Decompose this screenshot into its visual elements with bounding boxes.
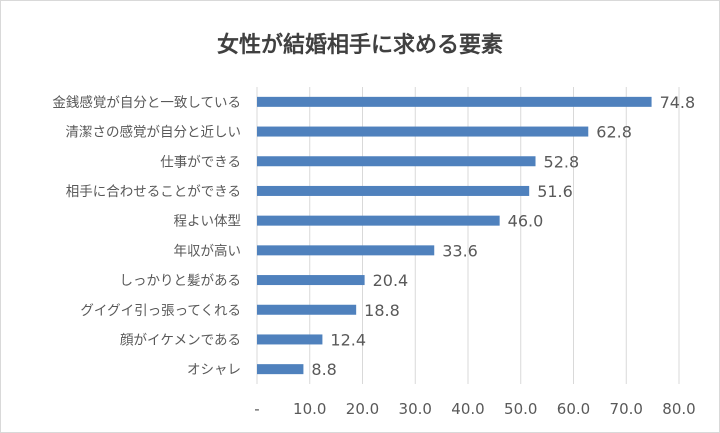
bar — [257, 185, 530, 196]
bar — [257, 215, 500, 226]
bar — [257, 96, 652, 107]
data-label: 8.8 — [311, 360, 336, 379]
category-label: グイグイ引っ張ってくれる — [80, 303, 241, 319]
category-label: 清潔さの感覚が自分と近しい — [66, 124, 242, 141]
x-tick-label: 20.0 — [346, 400, 379, 418]
x-tick-label: - — [254, 400, 259, 418]
x-tick-label: 30.0 — [399, 400, 432, 418]
bar — [257, 245, 435, 256]
data-label: 33.6 — [442, 241, 478, 260]
category-label: 年収が高い — [174, 242, 242, 259]
bar — [257, 275, 365, 286]
bar — [257, 156, 536, 167]
data-label: 52.8 — [544, 152, 580, 171]
x-tick-label: 40.0 — [451, 400, 484, 418]
category-label: 金銭感覚が自分と一致している — [52, 94, 241, 111]
x-tick-label: 10.0 — [293, 400, 326, 418]
bar — [257, 334, 323, 345]
data-label: 46.0 — [508, 212, 544, 231]
x-tick-label: 70.0 — [610, 400, 643, 418]
bar — [257, 126, 589, 137]
category-label: 程よい体型 — [174, 214, 242, 230]
data-label: 74.8 — [660, 93, 696, 112]
data-label: 62.8 — [596, 123, 632, 142]
x-tick-label: 60.0 — [557, 400, 590, 418]
category-label: しっかりと髪がある — [120, 273, 242, 289]
category-label: 仕事ができる — [160, 154, 241, 170]
x-tick-label: 50.0 — [504, 400, 537, 418]
category-label: オシャレ — [187, 362, 241, 378]
bar — [257, 364, 304, 375]
bar — [257, 304, 357, 315]
data-label: 12.4 — [330, 330, 366, 349]
category-label: 相手に合わせることができる — [66, 184, 241, 200]
x-tick-label: 80.0 — [662, 400, 695, 418]
chart-title: 女性が結婚相手に求める要素 — [217, 32, 503, 58]
data-label: 18.8 — [364, 301, 400, 320]
data-label: 20.4 — [373, 271, 409, 290]
category-label: 顔がイケメンである — [120, 332, 241, 348]
data-label: 51.6 — [537, 182, 573, 201]
